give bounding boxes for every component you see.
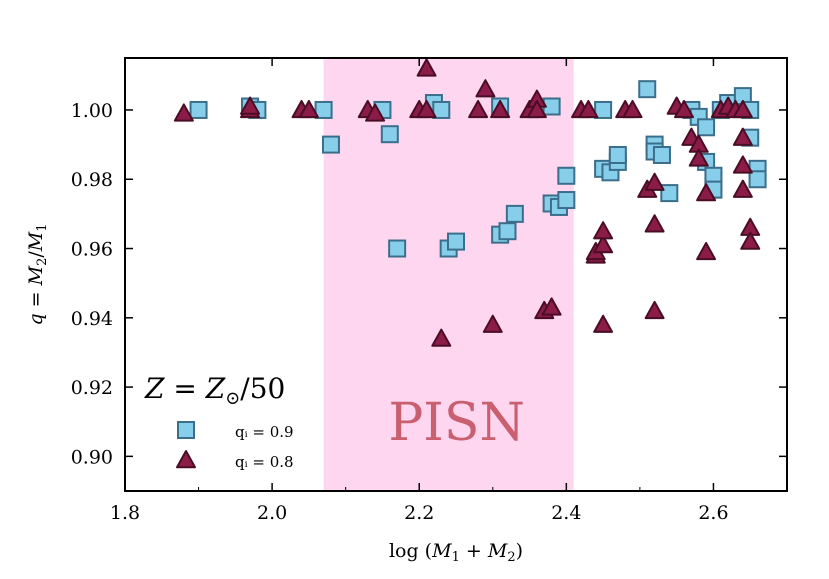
y-tick-label: 0.98	[71, 169, 113, 191]
legend-label: qᵢ = 0.9	[235, 423, 294, 441]
triangle-point	[431, 328, 452, 347]
triangle-point	[173, 103, 194, 122]
plot-frame	[124, 57, 788, 492]
square-point	[505, 204, 524, 223]
legend-title: Z = Z⊙/50	[144, 372, 285, 409]
triangle-point	[593, 314, 614, 333]
square-point	[321, 135, 340, 154]
triangle-point	[688, 148, 709, 167]
triangle-point	[475, 79, 496, 98]
triangle-point	[490, 99, 511, 119]
square-point	[557, 166, 576, 185]
triangle-point	[732, 99, 753, 119]
square-point	[748, 170, 767, 189]
triangle-point	[696, 241, 717, 261]
x-tick-label: 1.8	[110, 502, 140, 524]
triangle-point	[365, 103, 386, 122]
x-tick-label: 2.6	[698, 502, 728, 524]
square-point	[608, 145, 627, 164]
triangle-point	[240, 96, 261, 115]
square-point	[697, 118, 716, 137]
square-point	[594, 100, 613, 119]
y-tick-label: 1.00	[71, 100, 113, 122]
square-point	[660, 184, 679, 203]
y-tick-label: 0.90	[71, 446, 113, 468]
y-tick-label: 0.94	[71, 308, 113, 330]
legend-triangle-marker	[176, 450, 196, 469]
square-point	[189, 100, 208, 119]
triangle-point	[468, 99, 489, 119]
triangle-point	[578, 99, 599, 119]
square-point	[447, 232, 465, 251]
y-axis-label: q = M2/M1	[25, 223, 50, 325]
y-tick-label: 0.92	[71, 377, 113, 399]
pisn-label: PISN	[388, 393, 525, 453]
series-qi-0-8	[173, 58, 761, 347]
triangle-point	[416, 58, 437, 77]
square-point	[314, 100, 333, 119]
triangle-point	[732, 155, 753, 174]
triangle-point	[416, 99, 437, 119]
x-tick-label: 2.4	[551, 502, 581, 524]
triangle-point	[644, 214, 665, 233]
triangle-point	[593, 235, 614, 254]
square-point	[638, 80, 657, 99]
triangle-point	[740, 231, 761, 250]
x-axis-label: log (M1 + M2)	[389, 540, 523, 565]
y-tick-label: 0.96	[71, 239, 113, 261]
triangle-point	[644, 172, 665, 191]
square-point	[432, 100, 451, 119]
axis-ticks: 1.8 2.0 2.2 2.4 2.6 0.90 0.92 0.94 0.96 0.98 1.00	[71, 58, 787, 524]
legend-label: qᵢ = 0.8	[235, 453, 294, 471]
triangle-point	[593, 221, 614, 240]
triangle-point	[482, 314, 503, 333]
legend-square-marker	[177, 421, 195, 439]
legend: Z = Z⊙/50 qᵢ = 0.9 qᵢ = 0.8	[144, 372, 294, 471]
triangle-point	[526, 99, 547, 119]
triangle-point	[541, 297, 562, 316]
triangle-point	[674, 99, 695, 119]
x-tick-label: 2.0	[257, 502, 287, 524]
triangle-point	[298, 99, 319, 119]
x-tick-label: 2.2	[404, 502, 434, 524]
triangle-point	[644, 300, 665, 320]
pisn-region	[323, 58, 574, 491]
triangle-point	[696, 183, 717, 202]
square-point	[380, 125, 399, 144]
triangle-point	[622, 99, 643, 119]
data-points	[173, 58, 767, 347]
square-point	[557, 191, 576, 210]
square-point	[388, 239, 407, 258]
square-point	[652, 145, 671, 164]
triangle-point	[732, 127, 753, 146]
triangle-point	[732, 179, 753, 198]
square-point	[498, 222, 517, 241]
